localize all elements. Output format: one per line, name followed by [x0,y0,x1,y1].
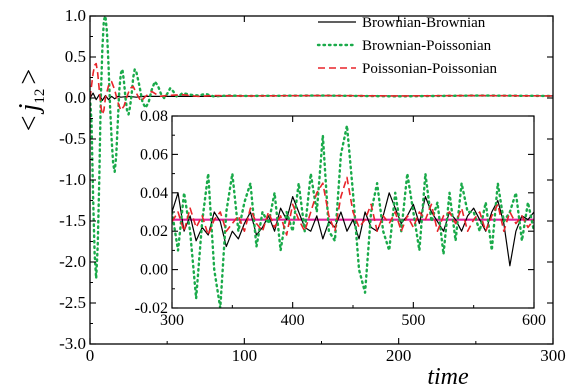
main-y-tick-label: 1.0 [65,6,86,25]
x-axis-label: time [427,364,469,387]
inset-series-brownian-poissonian [172,124,534,308]
legend-label-brownian-brownian: Brownian-Brownian [362,15,486,31]
main-series-brownian-brownian [90,92,553,102]
main-y-tick-label: -2.0 [59,252,86,271]
inset-x-tick-label: 300 [160,312,184,329]
inset-series-poissonian-poissonian [172,176,534,236]
legend-label-poissonian-poissonian: Poissonian-Poissonian [362,61,498,77]
main-ticks: 0 100 200 300 1.0 0.5 0.0 -0.5 -1.0 -1.5 -2.0 -2.5 -… [59,6,566,365]
main-series-group [90,16,553,280]
inset-x-tick-label: 400 [281,312,305,329]
inset-y-tick-label: 0.06 [140,146,168,163]
main-y-tick-label: 0.5 [65,47,86,66]
inset-y-tick-label: 0.08 [140,108,168,125]
main-y-tick-label: -2.5 [59,293,86,312]
y-axis-label-sub: 12 [32,89,48,104]
main-y-tick-label: 0.0 [65,88,86,107]
inset-y-tick-label: 0.00 [140,262,168,279]
main-x-tick-label: 0 [86,346,95,365]
inset-series-brownian-brownian [172,192,534,267]
main-x-tick-label: 200 [386,346,412,365]
inset-x-tick-label: 500 [401,312,425,329]
main-y-tick-label: -1.5 [59,211,86,230]
legend-label-brownian-poissonian: Brownian-Poissonian [362,38,492,54]
inset-ticks: 300 400 500 600 0.08 0.06 0.04 0.02 0.00 -0.02 [135,108,546,329]
main-y-tick-label: -3.0 [59,334,86,353]
main-series-poissonian-poissonian [90,62,553,116]
inset-x-tick-label: 600 [522,312,546,329]
legend: Brownian-Brownian Brownian-Poissonian Pois… [316,15,498,77]
main-x-tick-label: 100 [232,346,258,365]
main-plot: 0 100 200 300 1.0 0.5 0.0 -0.5 -1.0 -1.5 -2.0 -2.5 -… [59,6,566,365]
inset-y-tick-label: 0.04 [140,185,168,202]
main-y-tick-label: -0.5 [59,129,86,148]
main-x-tick-label: 300 [540,346,566,365]
y-axis-label: <j12 > [14,69,48,131]
inset-plot: 300 400 500 600 0.08 0.06 0.04 0.02 0.00 -0.02 [135,108,546,329]
inset-y-tick-label: 0.02 [140,223,168,240]
main-y-tick-label: -1.0 [59,170,86,189]
svg-text:<j12>: <j12 > [14,69,48,131]
inset-series-group [172,124,534,308]
y-axis-label-open: < [14,115,45,131]
main-series-brownian-poissonian [90,16,553,280]
y-axis-label-close: > [14,69,45,85]
y-axis-label-j: j [14,103,45,114]
inset-y-tick-label: -0.02 [135,300,168,317]
